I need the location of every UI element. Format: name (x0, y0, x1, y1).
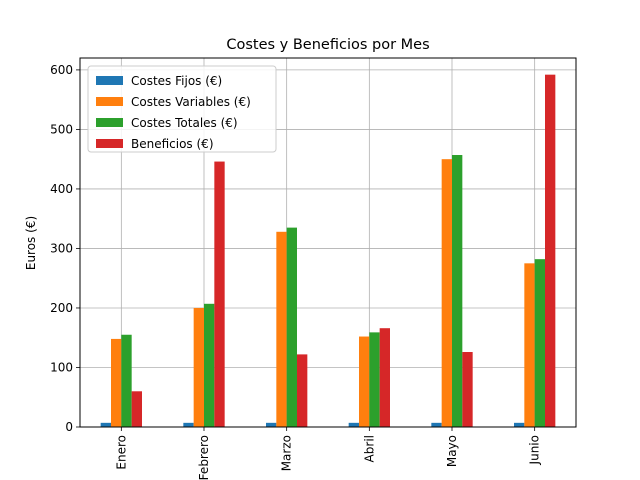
legend-label: Costes Fijos (€) (131, 74, 222, 88)
bar-4-febrero (214, 161, 225, 428)
y-tick-label: 600 (50, 63, 73, 77)
bars (100, 74, 556, 428)
bar-4-junio (545, 74, 556, 427)
legend: Costes Fijos (€) Costes Variables (€) Cost… (87, 65, 277, 153)
x-tick-label: Enero (114, 435, 128, 470)
bar-1-enero (100, 422, 111, 427)
bar-1-abril (348, 422, 359, 427)
bar-4-marzo (297, 354, 308, 427)
x-tick-label: Mayo (445, 435, 459, 467)
x-tick-label: Junio (528, 435, 542, 465)
x-tick-label: Febrero (197, 435, 211, 480)
legend-label: Costes Variables (€) (131, 95, 251, 109)
bar-1-junio (514, 422, 525, 427)
y-axis: 0 100 200 300 400 500 600 (50, 63, 80, 434)
legend-swatch (96, 139, 123, 148)
bar-4-enero (131, 391, 142, 427)
bar-1-mayo (431, 422, 442, 427)
y-tick-label: 400 (50, 182, 73, 196)
y-axis-label: Euros (€) (24, 216, 38, 270)
legend-swatch (96, 97, 123, 106)
x-tick-label: Marzo (280, 435, 294, 471)
y-tick-label: 200 (50, 301, 73, 315)
legend-label: Beneficios (€) (131, 137, 214, 151)
legend-swatch (96, 118, 123, 127)
bar-2-enero (111, 338, 122, 427)
chart-title: Costes y Beneficios por Mes (226, 37, 429, 53)
y-tick-label: 0 (65, 420, 73, 434)
bar-2-febrero (193, 307, 204, 427)
bar-2-marzo (276, 231, 287, 427)
legend-box (87, 65, 277, 153)
bar-3-febrero (204, 303, 215, 427)
bar-1-marzo (266, 422, 277, 427)
bar-4-mayo (462, 352, 473, 427)
bar-3-junio (534, 259, 545, 427)
x-tick-label: Abril (362, 435, 376, 462)
bar-3-enero (121, 334, 132, 427)
bar-3-abril (369, 332, 380, 427)
bar-2-junio (524, 263, 535, 427)
legend-swatch (96, 76, 123, 85)
bar-3-marzo (286, 227, 297, 427)
x-axis: Enero Febrero Marzo Abril Mayo Junio (114, 427, 542, 480)
bar-1-febrero (183, 422, 194, 427)
y-tick-label: 500 (50, 122, 73, 136)
bar-3-mayo (452, 155, 463, 427)
y-tick-label: 100 (50, 360, 73, 374)
y-tick-label: 300 (50, 241, 73, 255)
legend-label: Costes Totales (€) (131, 116, 238, 130)
bar-2-abril (359, 336, 370, 427)
plot-frame (79, 57, 577, 428)
bar-2-mayo (441, 159, 452, 427)
bar-4-abril (379, 328, 390, 427)
